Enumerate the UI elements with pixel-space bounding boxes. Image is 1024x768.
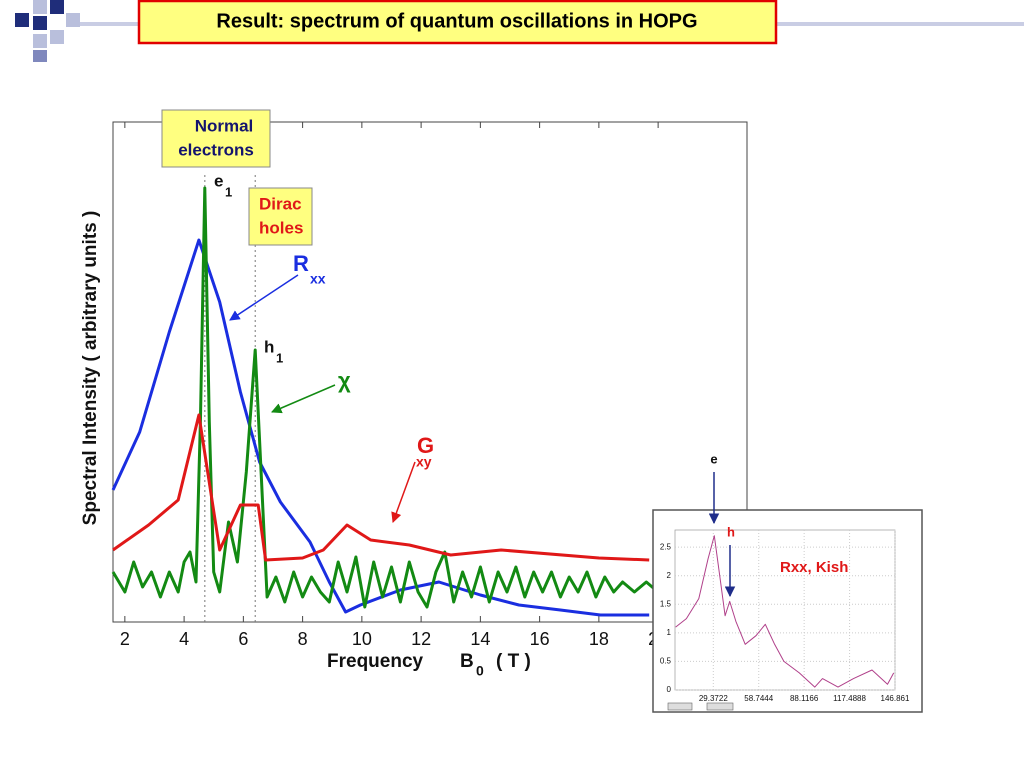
x-tick-label: 8	[298, 629, 308, 649]
series-label: χ	[338, 368, 351, 393]
inset-annotation: h	[727, 524, 735, 539]
annotation-text: Dirac	[259, 194, 302, 213]
series-label: G	[417, 433, 434, 458]
annotation-text: electrons	[178, 140, 254, 159]
x-axis-label: Frequency	[327, 651, 424, 672]
y-tick-label: 0	[667, 685, 672, 694]
x-axis-unit: ( T )	[496, 651, 531, 672]
annotation-box	[161, 109, 271, 168]
x-tick-label: 6	[238, 629, 248, 649]
inset-title: Rxx, Kish	[780, 559, 848, 576]
x-tick-label: 16	[530, 629, 550, 649]
series-line	[111, 238, 650, 617]
x-tick-label: 58.7444	[744, 694, 773, 703]
x-tick-label: 12	[411, 629, 431, 649]
series-line	[112, 413, 650, 562]
x-tick-label: 18	[589, 629, 609, 649]
arrow	[391, 461, 416, 523]
inset-plot	[674, 529, 896, 691]
x-tick-label: 10	[352, 629, 372, 649]
peak-label-sub: 1	[225, 184, 232, 199]
x-tick-label: 2	[120, 629, 130, 649]
annotation-text: holes	[259, 218, 303, 237]
series-label: R	[293, 251, 309, 276]
slide-title: Result: spectrum of quantum oscillations…	[216, 10, 697, 32]
series-label-sub: xx	[310, 271, 326, 287]
peak-label-sub: 1	[276, 350, 283, 365]
y-tick-label: 1	[667, 628, 672, 637]
inset-annotation: e	[710, 451, 717, 466]
x-tick-label: 4	[179, 629, 189, 649]
x-tick-label: 146.861	[881, 694, 910, 703]
inset-button	[667, 702, 693, 711]
x-tick-label: 117.4888	[833, 694, 866, 703]
y-axis-label: Spectral Intensity ( arbitrary units )	[80, 211, 101, 526]
x-tick-label: 88.1166	[790, 694, 819, 703]
arrow	[271, 384, 336, 414]
y-tick-label: 1.5	[660, 599, 672, 608]
peak-label: e	[214, 171, 223, 190]
inset-button	[706, 702, 734, 711]
y-tick-label: 2	[667, 571, 672, 580]
arrow	[229, 274, 299, 321]
series-line	[675, 535, 895, 688]
y-tick-label: 0.5	[660, 657, 672, 666]
y-tick-label: 2.5	[660, 542, 672, 551]
series-label-sub: xy	[416, 454, 432, 470]
x-axis-symbol: B	[460, 651, 474, 672]
title-box	[137, 0, 778, 45]
x-axis-subscript: 0	[476, 663, 484, 679]
peak-label: h	[264, 337, 274, 356]
x-tick-label: 29.3722	[699, 694, 728, 703]
annotation-box	[248, 187, 313, 246]
x-tick-label: 14	[470, 629, 490, 649]
series-line	[111, 186, 660, 609]
annotation-text: Normal	[195, 116, 254, 135]
